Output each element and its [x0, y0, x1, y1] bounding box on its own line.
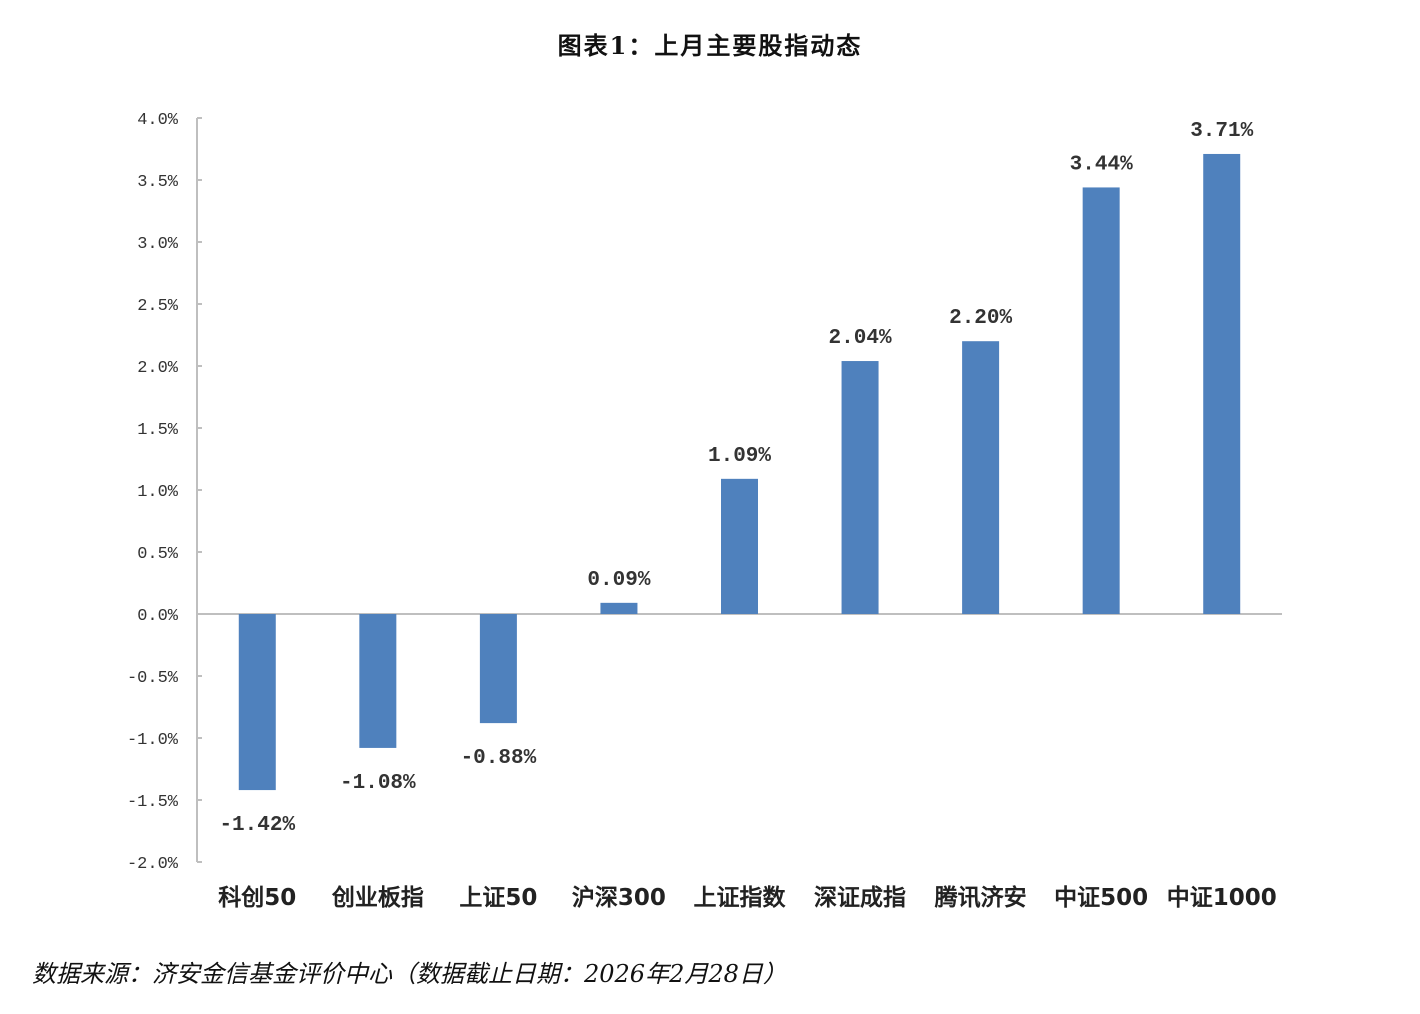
x-category-label: 深证成指: [814, 885, 906, 911]
data-label: 3.71%: [1190, 120, 1253, 143]
y-tick-label: 0.0%: [137, 607, 179, 626]
y-tick-label: -2.0%: [127, 855, 179, 874]
x-category-label: 中证1000: [1167, 885, 1277, 911]
data-label: 2.20%: [949, 307, 1012, 330]
y-tick-label: 3.5%: [137, 173, 179, 192]
bar: [238, 614, 276, 791]
y-tick-label: 3.0%: [137, 235, 179, 254]
data-label: -0.88%: [461, 747, 537, 770]
data-label: -1.42%: [219, 814, 295, 837]
bar: [479, 614, 517, 724]
bar: [1203, 153, 1241, 614]
y-tick-label: -1.0%: [127, 731, 179, 750]
data-label: 2.04%: [829, 327, 892, 350]
data-label: 1.09%: [708, 445, 771, 468]
x-category-label: 科创50: [218, 885, 296, 911]
y-tick-label: 1.0%: [137, 483, 179, 502]
x-category-label: 腾讯济安: [935, 884, 1027, 911]
y-tick-label: 2.0%: [137, 359, 179, 378]
x-category-label: 上证50: [459, 885, 537, 911]
bar: [841, 361, 879, 614]
bar: [359, 614, 397, 748]
data-source-note: 数据来源：济安金信基金评价中心（数据截止日期：2026年2月28日）: [32, 960, 787, 988]
bar-chart: 4.0% 3.5% 3.0% 2.5% 2.0% 1.5% 1.0% 0.5% 0.0% -0.5…: [127, 111, 1282, 911]
y-tick-label: -1.5%: [127, 793, 179, 812]
bar: [962, 341, 1000, 614]
data-label: 0.09%: [587, 569, 650, 592]
bar: [600, 602, 638, 614]
chart-title: 图表1：上月主要股指动态: [557, 31, 863, 60]
y-tick-label: 0.5%: [137, 545, 179, 564]
bar: [1082, 187, 1120, 614]
x-category-label: 创业板指: [331, 885, 424, 911]
data-label: -1.08%: [340, 772, 416, 795]
data-label: 3.44%: [1070, 153, 1133, 176]
y-tick-label: 2.5%: [137, 297, 179, 316]
y-tick-label: -0.5%: [127, 669, 179, 688]
bar: [721, 478, 758, 614]
x-category-label: 上证指数: [694, 885, 787, 911]
x-category-label: 中证500: [1054, 885, 1148, 911]
y-tick-label: 4.0%: [137, 111, 179, 130]
x-category-label: 沪深300: [572, 884, 666, 911]
y-tick-label: 1.5%: [137, 421, 179, 440]
